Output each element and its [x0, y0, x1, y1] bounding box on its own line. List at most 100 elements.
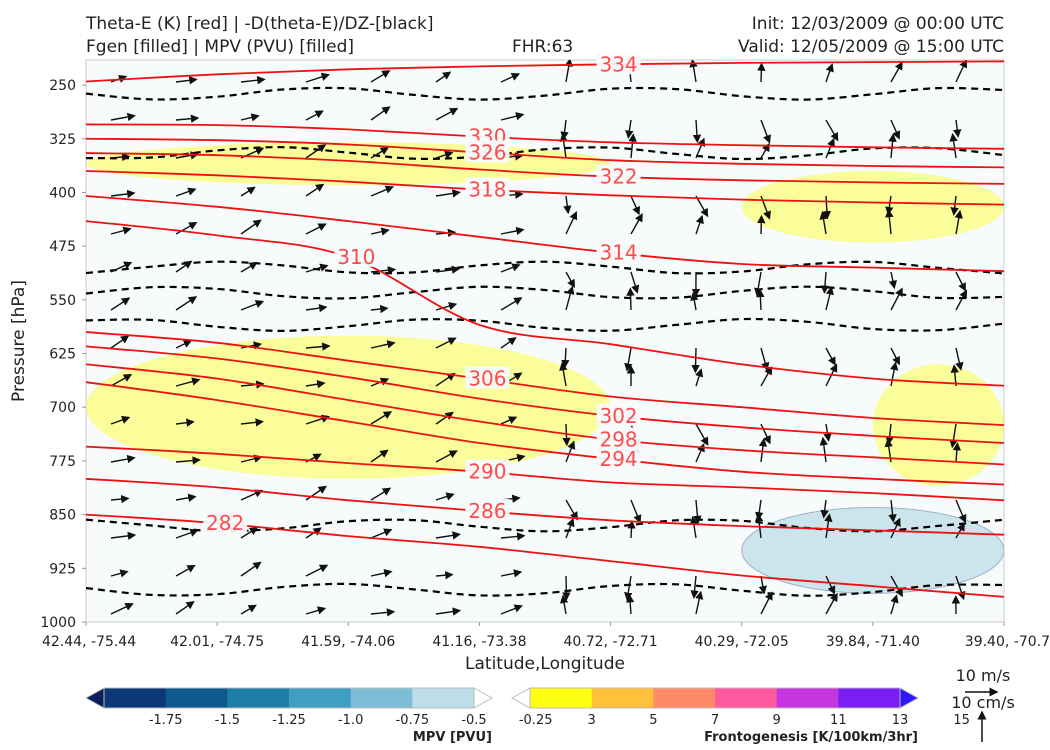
wind-vector — [820, 271, 830, 294]
colorbar-tick-label: -1.25 — [272, 713, 306, 728]
x-axis-label: Latitude,Longitude — [465, 654, 625, 674]
theta-e-contour — [86, 60, 1004, 83]
wind-vector — [370, 449, 389, 463]
wind-vector — [565, 211, 578, 235]
wind-vector — [630, 499, 642, 524]
y-tick-label: 325 — [49, 132, 76, 148]
colorbar-segment — [838, 688, 901, 708]
wind-vector — [305, 110, 324, 121]
colorbar-tick-label: -1.5 — [215, 713, 240, 728]
colorbar-tick-label: 3 — [588, 713, 596, 728]
colorbar-tick-label: 13 — [892, 713, 909, 728]
wind-vector — [954, 209, 963, 235]
x-tick-label: 40.72, -72.71 — [564, 634, 658, 650]
wind-vector — [175, 564, 196, 577]
colorbar-extend-high — [473, 687, 494, 709]
wind-vector — [240, 113, 260, 122]
y-tick-label: 775 — [49, 454, 76, 470]
wind-vector — [559, 362, 568, 387]
wind-vector — [110, 112, 136, 122]
wind-vector — [825, 286, 834, 311]
theta-e-label-bg — [596, 403, 641, 426]
wind-vector — [756, 288, 765, 311]
theta-e-label-bg — [465, 499, 510, 522]
wind-vector — [435, 150, 454, 159]
wind-vector — [625, 594, 635, 615]
y-tick-label: 700 — [49, 400, 76, 416]
wind-vector — [175, 418, 195, 427]
y-tick-label: 475 — [49, 239, 76, 255]
wind-vector — [370, 227, 390, 236]
wind-vector — [305, 606, 327, 615]
wind-vector — [885, 208, 894, 235]
wind-vector — [888, 499, 897, 523]
stability-contour — [86, 260, 1004, 275]
y-tick-label: 250 — [49, 78, 76, 94]
theta-e-contour — [86, 445, 1004, 502]
wind-vector — [435, 531, 461, 540]
wind-vector — [757, 214, 766, 235]
wind-vector — [240, 527, 259, 539]
wind-vector — [500, 73, 521, 83]
colorbar-segment — [227, 688, 290, 708]
theta-e-contour — [86, 381, 1004, 486]
wind-vector — [955, 522, 965, 539]
wind-vector — [435, 189, 461, 198]
stability-contour — [86, 285, 1004, 300]
wind-vector — [305, 263, 329, 273]
stability-contour — [86, 317, 1004, 333]
wind-vector — [175, 528, 199, 539]
theta-e-label-bg — [596, 52, 641, 75]
colorbar-segment — [530, 688, 593, 708]
wind-vector — [110, 454, 136, 464]
wind-vector — [689, 515, 698, 539]
wind-vector — [695, 590, 704, 615]
wind-vector — [240, 489, 264, 501]
wind-vector — [500, 226, 525, 236]
wind-vector — [690, 575, 699, 599]
wind-vector — [760, 366, 773, 387]
theta-e-label-bg — [596, 164, 641, 187]
y-tick-label: 925 — [49, 561, 76, 577]
wind-vector — [890, 347, 900, 366]
wind-vector — [890, 517, 901, 539]
frontogenesis-region — [86, 335, 611, 479]
frontogenesis-region — [741, 170, 1004, 243]
wind-vector — [500, 416, 518, 425]
theta-e-contour — [86, 152, 1004, 185]
wind-vector — [110, 261, 133, 273]
wind-vector — [175, 296, 198, 311]
wind-vector — [110, 569, 129, 578]
wind-vector — [175, 187, 197, 197]
theta-e-label: 318 — [468, 178, 506, 202]
wind-vector — [240, 604, 257, 615]
theta-e-label-bg — [596, 446, 641, 469]
wind-vector — [175, 601, 195, 615]
wind-vector — [370, 266, 397, 275]
wind-vector — [500, 604, 523, 615]
stability-contour — [86, 518, 1004, 533]
y-axis-label: Pressure [hPa] — [9, 280, 29, 402]
wind-vector — [435, 411, 454, 425]
theta-e-label: 286 — [468, 499, 506, 523]
colorbar-frame — [103, 687, 475, 709]
wind-vector — [370, 70, 391, 83]
wind-vector — [110, 374, 133, 387]
colorbar-title: MPV [PVU] — [413, 730, 492, 745]
wind-vector — [175, 493, 197, 502]
wind-vector — [890, 119, 901, 140]
theta-e-label: 310 — [337, 245, 375, 269]
frontogenesis-region — [86, 142, 611, 186]
wind-vector — [949, 133, 958, 159]
colorbar-segment — [104, 688, 167, 708]
wind-vector — [500, 297, 523, 311]
wind-vector — [955, 499, 967, 524]
wind-vector — [240, 300, 265, 311]
wind-vector — [370, 528, 393, 539]
header-forecast-hour: FHR:63 — [512, 37, 574, 57]
wind-vector — [888, 133, 897, 159]
wind-vector — [435, 571, 454, 580]
wind-vector — [305, 380, 326, 389]
theta-e-label: 290 — [468, 460, 506, 484]
wind-vector — [819, 211, 828, 235]
